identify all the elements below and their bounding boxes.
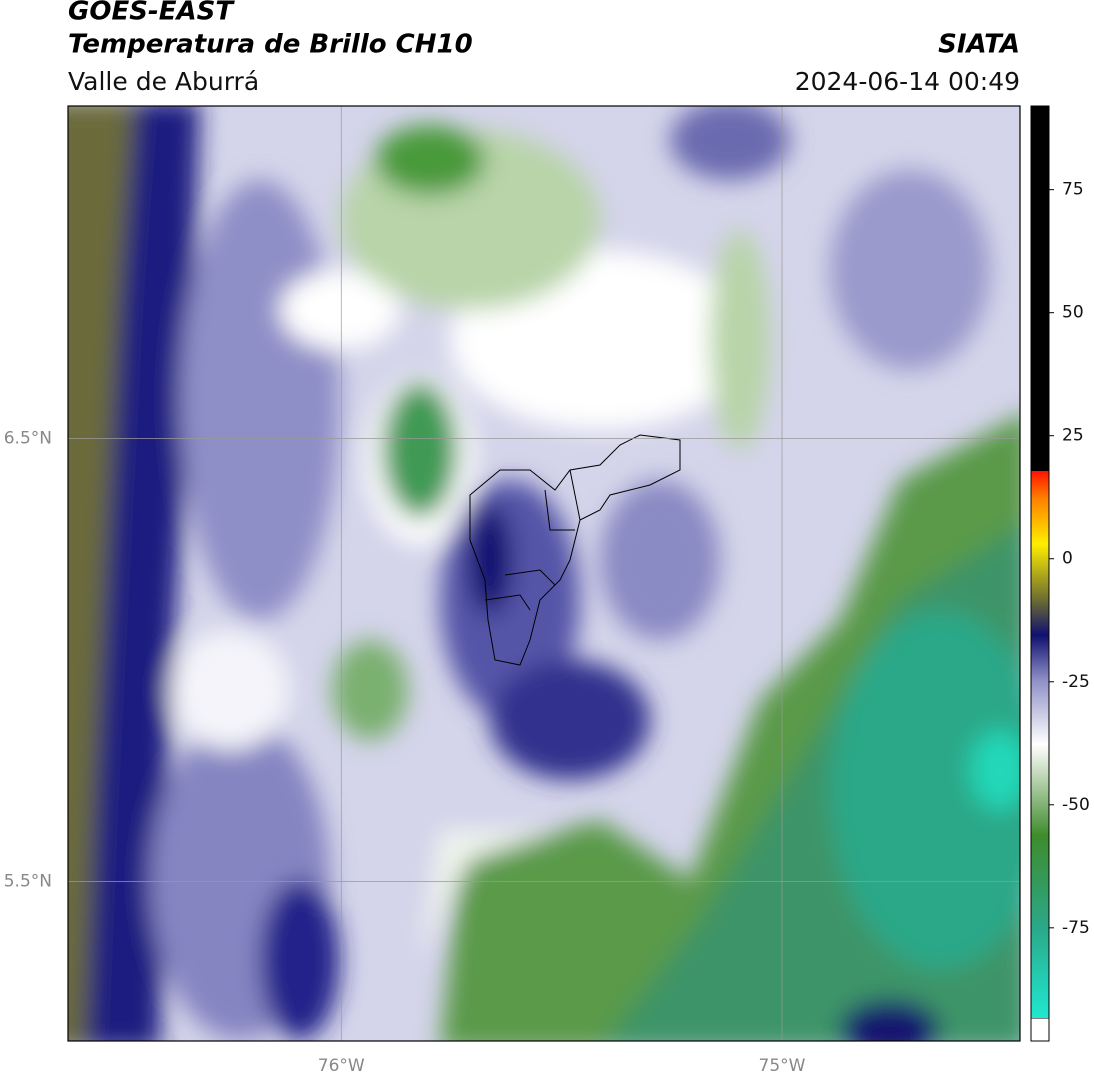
y-tick-label: 5.5°N [4,871,52,891]
x-tick-label: 76°W [318,1056,365,1076]
map-frame [67,105,1021,1042]
colorbar-tick-label: 50 [1062,303,1084,323]
colorbar-tick-label: -75 [1062,918,1090,938]
colorbar-under [1030,1017,1050,1042]
colorbar-frame [1030,105,1050,1042]
datetime: 2024-06-14 00:49 [795,67,1020,96]
colorbar-tick-label: 25 [1062,426,1084,446]
map-field [68,106,1020,1041]
y-tick-label: 6.5°N [4,428,52,448]
region: Valle de Aburrá [68,67,259,96]
colorbar-tick-label: -50 [1062,795,1090,815]
colorbar-tick-label: -25 [1062,672,1090,692]
colorbar-tick-label: 75 [1062,180,1084,200]
colorbar [1031,106,1049,1018]
source: SIATA [938,30,1020,60]
subtitle: Temperatura de Brillo CH10 [68,30,473,60]
title: GOES-EAST [68,0,235,27]
x-tick-label: 75°W [759,1056,806,1076]
colorbar-tick-label: 0 [1062,549,1073,569]
